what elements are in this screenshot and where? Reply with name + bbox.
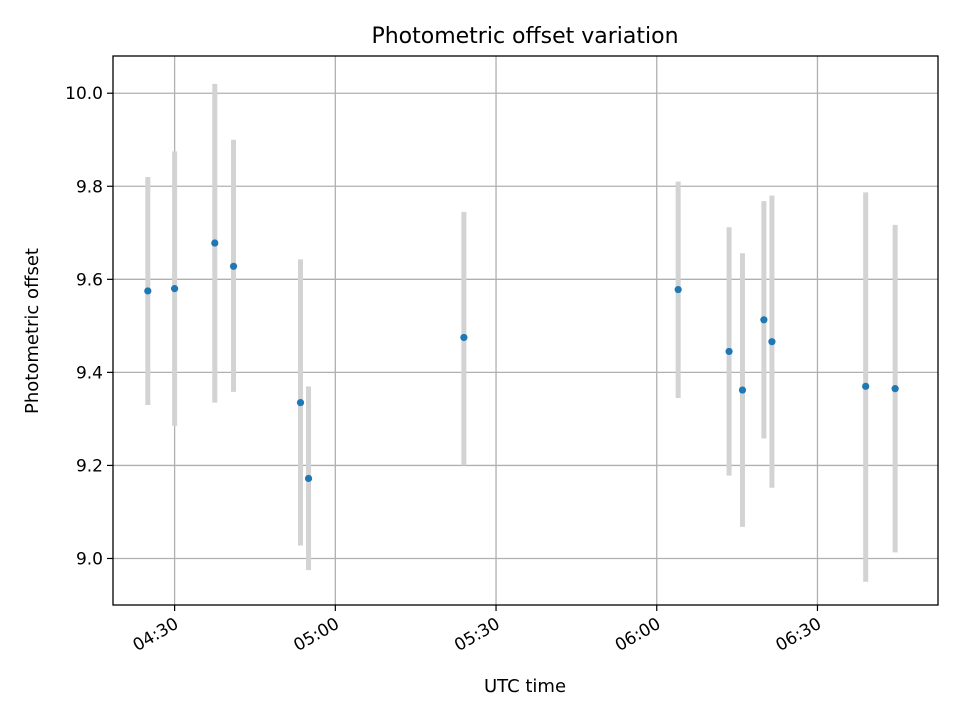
data-points [144,239,899,483]
data-point [674,285,682,294]
data-point [304,474,313,483]
data-point [725,347,733,356]
y-tick-label: 10.0 [65,84,103,104]
data-point [460,333,468,342]
axis-ticks: 04:30 05:00 05:30 06:00 06:309.09.29.49.69.8… [65,84,825,656]
y-tick-label: 9.0 [76,549,103,569]
y-tick-label: 9.4 [76,363,103,383]
y-tick-label: 9.8 [76,177,103,197]
data-point [144,287,152,295]
data-point [296,399,305,407]
chart-title: Photometric offset variation [371,24,678,49]
y-axis-label: Photometric offset [22,248,43,414]
data-point [229,262,238,270]
data-point [768,338,776,346]
data-point [862,382,870,390]
x-axis-label: UTC time [484,676,566,697]
data-point [738,386,747,394]
data-point [211,239,219,247]
plot-frame [112,55,939,606]
data-point [171,285,179,293]
y-tick-label: 9.2 [76,456,103,476]
data-point [891,385,899,393]
grid [113,56,938,605]
y-tick-label: 9.6 [76,270,103,290]
data-point [760,316,768,324]
